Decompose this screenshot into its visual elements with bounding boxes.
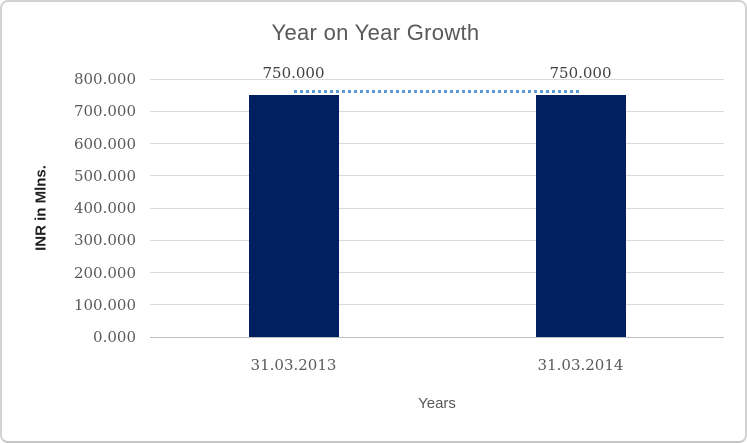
- gridline: [150, 78, 724, 80]
- gridline: [150, 239, 724, 241]
- data-label: 750.000: [262, 64, 325, 83]
- y-tick-label: 500.000: [73, 166, 136, 185]
- chart-title: Year on Year Growth: [271, 20, 480, 45]
- gridline: [150, 175, 724, 177]
- overlay-dotted-line: [293, 90, 581, 94]
- x-tick-label: 31.03.2014: [537, 356, 624, 374]
- y-tick-label: 700.000: [73, 102, 136, 121]
- y-tick-label: 600.000: [73, 134, 136, 153]
- y-tick-label: 300.000: [73, 231, 136, 250]
- y-tick-label: 400.000: [73, 199, 136, 217]
- gridline: [150, 143, 724, 144]
- y-tick-label: 200.000: [73, 263, 136, 282]
- y-tick-label: 100.000: [73, 295, 136, 314]
- data-label: 750.000: [549, 64, 612, 83]
- x-axis-title: Years: [418, 395, 456, 412]
- bar-31.03.2013: [248, 95, 339, 337]
- gridline: [150, 110, 724, 112]
- bar-31.03.2014: [535, 95, 626, 337]
- gridline: [150, 207, 724, 209]
- x-tick-label: 31.03.2013: [250, 356, 337, 374]
- y-tick-label: 0.000: [93, 328, 136, 346]
- gridline: [150, 304, 724, 306]
- x-axis-line: [150, 336, 724, 338]
- y-tick-label: 800.000: [73, 70, 136, 88]
- gridline: [150, 272, 724, 273]
